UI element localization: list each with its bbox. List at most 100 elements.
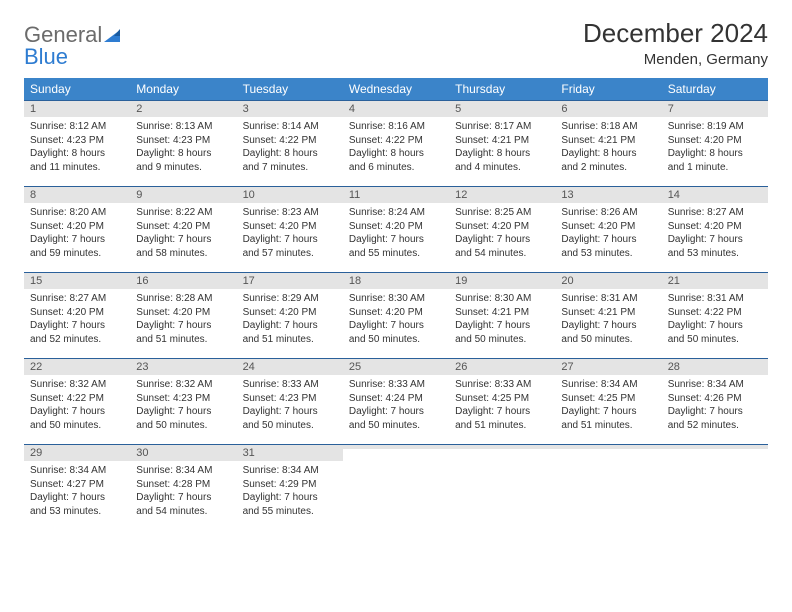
- day-line-day2: and 59 minutes.: [30, 247, 124, 261]
- day-number: 4: [343, 100, 449, 117]
- day-body: Sunrise: 8:18 AMSunset: 4:21 PMDaylight:…: [555, 117, 661, 182]
- day-line-sunrise: Sunrise: 8:34 AM: [243, 464, 337, 478]
- day-line-day1: Daylight: 7 hours: [243, 319, 337, 333]
- day-body: Sunrise: 8:34 AMSunset: 4:27 PMDaylight:…: [24, 461, 130, 526]
- day-body: Sunrise: 8:22 AMSunset: 4:20 PMDaylight:…: [130, 203, 236, 268]
- day-number: 27: [555, 358, 661, 375]
- week-row: 15Sunrise: 8:27 AMSunset: 4:20 PMDayligh…: [24, 272, 768, 358]
- day-line-day2: and 50 minutes.: [243, 419, 337, 433]
- day-number: 24: [237, 358, 343, 375]
- day-number: 15: [24, 272, 130, 289]
- day-line-sunset: Sunset: 4:21 PM: [455, 306, 549, 320]
- day-line-day1: Daylight: 7 hours: [668, 319, 762, 333]
- logo: General Blue: [24, 18, 124, 68]
- logo-word-2: Blue: [24, 46, 124, 68]
- day-number: 28: [662, 358, 768, 375]
- day-line-day2: and 54 minutes.: [455, 247, 549, 261]
- day-cell: 28Sunrise: 8:34 AMSunset: 4:26 PMDayligh…: [662, 358, 768, 444]
- day-number: 10: [237, 186, 343, 203]
- day-body: Sunrise: 8:17 AMSunset: 4:21 PMDaylight:…: [449, 117, 555, 182]
- day-body: Sunrise: 8:34 AMSunset: 4:28 PMDaylight:…: [130, 461, 236, 526]
- day-line-sunset: Sunset: 4:25 PM: [561, 392, 655, 406]
- day-number: 13: [555, 186, 661, 203]
- day-cell: 9Sunrise: 8:22 AMSunset: 4:20 PMDaylight…: [130, 186, 236, 272]
- day-line-day2: and 1 minute.: [668, 161, 762, 175]
- day-line-day2: and 52 minutes.: [30, 333, 124, 347]
- day-body: Sunrise: 8:27 AMSunset: 4:20 PMDaylight:…: [24, 289, 130, 354]
- day-line-sunrise: Sunrise: 8:16 AM: [349, 120, 443, 134]
- day-line-day2: and 50 minutes.: [30, 419, 124, 433]
- day-cell: [555, 444, 661, 530]
- day-line-sunset: Sunset: 4:27 PM: [30, 478, 124, 492]
- week-row: 22Sunrise: 8:32 AMSunset: 4:22 PMDayligh…: [24, 358, 768, 444]
- day-line-sunrise: Sunrise: 8:29 AM: [243, 292, 337, 306]
- day-line-sunrise: Sunrise: 8:34 AM: [30, 464, 124, 478]
- day-body: Sunrise: 8:31 AMSunset: 4:22 PMDaylight:…: [662, 289, 768, 354]
- day-number: 8: [24, 186, 130, 203]
- day-line-day1: Daylight: 7 hours: [243, 233, 337, 247]
- day-line-sunset: Sunset: 4:23 PM: [243, 392, 337, 406]
- day-body: Sunrise: 8:34 AMSunset: 4:26 PMDaylight:…: [662, 375, 768, 440]
- day-line-day1: Daylight: 7 hours: [243, 405, 337, 419]
- day-line-sunset: Sunset: 4:20 PM: [668, 220, 762, 234]
- day-line-day1: Daylight: 7 hours: [668, 233, 762, 247]
- day-number: 16: [130, 272, 236, 289]
- day-line-sunset: Sunset: 4:25 PM: [455, 392, 549, 406]
- day-number: 21: [662, 272, 768, 289]
- day-number: 9: [130, 186, 236, 203]
- weekday-header: Monday: [130, 78, 236, 100]
- day-body: [343, 449, 449, 489]
- day-number: 11: [343, 186, 449, 203]
- day-line-day1: Daylight: 7 hours: [561, 405, 655, 419]
- day-line-sunrise: Sunrise: 8:20 AM: [30, 206, 124, 220]
- day-line-day2: and 9 minutes.: [136, 161, 230, 175]
- day-line-sunset: Sunset: 4:20 PM: [30, 220, 124, 234]
- day-number: 25: [343, 358, 449, 375]
- day-line-day2: and 55 minutes.: [243, 505, 337, 519]
- day-line-day2: and 6 minutes.: [349, 161, 443, 175]
- day-line-day2: and 54 minutes.: [136, 505, 230, 519]
- day-line-day1: Daylight: 7 hours: [349, 319, 443, 333]
- day-cell: 29Sunrise: 8:34 AMSunset: 4:27 PMDayligh…: [24, 444, 130, 530]
- day-line-day2: and 7 minutes.: [243, 161, 337, 175]
- day-line-sunset: Sunset: 4:20 PM: [349, 306, 443, 320]
- day-cell: 26Sunrise: 8:33 AMSunset: 4:25 PMDayligh…: [449, 358, 555, 444]
- day-line-sunrise: Sunrise: 8:18 AM: [561, 120, 655, 134]
- day-line-sunset: Sunset: 4:22 PM: [243, 134, 337, 148]
- day-line-sunrise: Sunrise: 8:27 AM: [30, 292, 124, 306]
- day-number: 14: [662, 186, 768, 203]
- day-line-day2: and 53 minutes.: [30, 505, 124, 519]
- day-line-day2: and 58 minutes.: [136, 247, 230, 261]
- calendar-page: General Blue December 2024 Menden, Germa…: [0, 0, 792, 548]
- day-line-sunset: Sunset: 4:21 PM: [561, 134, 655, 148]
- day-line-sunrise: Sunrise: 8:30 AM: [455, 292, 549, 306]
- day-line-sunset: Sunset: 4:23 PM: [30, 134, 124, 148]
- day-line-day1: Daylight: 7 hours: [455, 405, 549, 419]
- day-body: Sunrise: 8:32 AMSunset: 4:23 PMDaylight:…: [130, 375, 236, 440]
- day-line-sunset: Sunset: 4:20 PM: [349, 220, 443, 234]
- day-line-day2: and 53 minutes.: [668, 247, 762, 261]
- day-line-sunset: Sunset: 4:23 PM: [136, 392, 230, 406]
- day-line-day1: Daylight: 7 hours: [136, 491, 230, 505]
- day-line-day1: Daylight: 7 hours: [668, 405, 762, 419]
- day-cell: 19Sunrise: 8:30 AMSunset: 4:21 PMDayligh…: [449, 272, 555, 358]
- day-cell: 21Sunrise: 8:31 AMSunset: 4:22 PMDayligh…: [662, 272, 768, 358]
- day-line-day1: Daylight: 8 hours: [136, 147, 230, 161]
- day-body: Sunrise: 8:29 AMSunset: 4:20 PMDaylight:…: [237, 289, 343, 354]
- day-line-sunrise: Sunrise: 8:32 AM: [30, 378, 124, 392]
- day-cell: [662, 444, 768, 530]
- day-cell: 4Sunrise: 8:16 AMSunset: 4:22 PMDaylight…: [343, 100, 449, 186]
- day-line-day1: Daylight: 8 hours: [243, 147, 337, 161]
- title-block: December 2024 Menden, Germany: [583, 18, 768, 68]
- day-line-sunrise: Sunrise: 8:34 AM: [561, 378, 655, 392]
- day-line-day1: Daylight: 8 hours: [30, 147, 124, 161]
- day-line-day2: and 50 minutes.: [349, 419, 443, 433]
- weekday-header: Tuesday: [237, 78, 343, 100]
- day-cell: 30Sunrise: 8:34 AMSunset: 4:28 PMDayligh…: [130, 444, 236, 530]
- day-cell: [343, 444, 449, 530]
- week-row: 8Sunrise: 8:20 AMSunset: 4:20 PMDaylight…: [24, 186, 768, 272]
- day-body: Sunrise: 8:12 AMSunset: 4:23 PMDaylight:…: [24, 117, 130, 182]
- day-line-day2: and 51 minutes.: [561, 419, 655, 433]
- day-line-day1: Daylight: 7 hours: [349, 233, 443, 247]
- day-line-day1: Daylight: 7 hours: [561, 319, 655, 333]
